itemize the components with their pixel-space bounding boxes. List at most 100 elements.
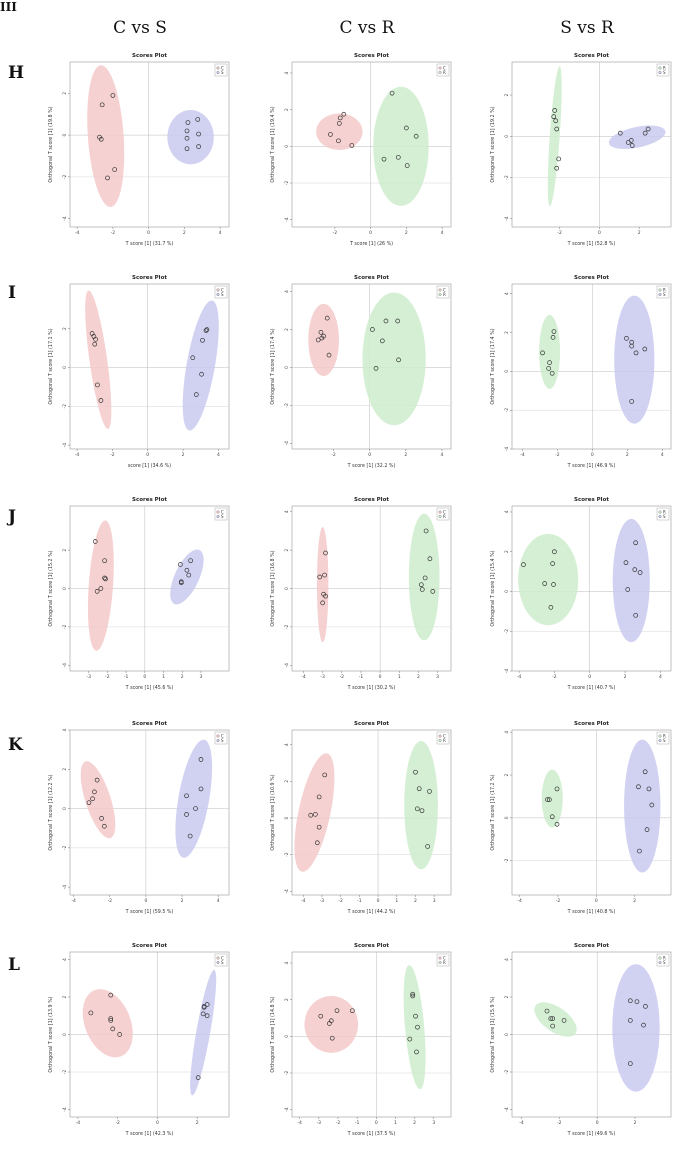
y-tick-label: 2 [504, 93, 510, 96]
legend-label-s: S [663, 70, 666, 75]
score-point-s [204, 1013, 210, 1019]
y-axis-label: Orthogonal T score [1] (17.4 %) [270, 328, 276, 404]
x-tick-label: -3 [320, 674, 325, 680]
score-point-r [410, 993, 416, 999]
scores-plot-i1: Scores Plot -4 -2 0 2 4 -4 -2 0 2 score [1] (34.6 … [48, 275, 230, 469]
score-point-s [187, 833, 193, 839]
score-point-s [646, 786, 652, 792]
score-point-c [318, 330, 324, 335]
x-tick-label: 0 [598, 230, 601, 236]
y-tick-label: 0 [62, 366, 68, 369]
y-axis-label: Orthogonal T score [1] (15.2 %) [48, 550, 54, 626]
y-axis-label: Orthogonal T score [1] (14.8 %) [270, 996, 276, 1072]
y-tick-label: 2 [284, 549, 290, 552]
score-point-c [92, 789, 97, 795]
confidence-ellipse-c [316, 113, 363, 150]
score-point-r [373, 366, 379, 371]
scores-plot-h2: Scores Plot -2 0 2 4 -4 -2 0 2 4 T score [1] (26 %… [270, 53, 452, 247]
legend-swatch-c [216, 734, 220, 738]
confidence-ellipse-r [373, 86, 429, 206]
score-point-c [334, 1008, 340, 1014]
score-point-r [419, 808, 425, 814]
y-tick-label: 4 [504, 958, 510, 961]
y-tick-label: 0 [504, 135, 510, 138]
score-point-s [184, 128, 190, 134]
confidence-ellipse-s [612, 518, 650, 643]
x-tick-label: 4 [661, 452, 664, 458]
x-tick-label: 4 [217, 452, 220, 458]
x-axis-label: T score [1] (52.8 %) [567, 241, 616, 247]
legend-label-c: C [443, 733, 446, 738]
legend-swatch-c [438, 288, 442, 292]
x-tick-label: 2 [404, 452, 407, 458]
confidence-ellipse-s [167, 110, 214, 165]
legend-swatch-c [438, 734, 442, 738]
y-tick-label: 2 [284, 328, 290, 331]
legend-label-c: C [443, 509, 446, 514]
x-tick-label: -1 [359, 674, 364, 680]
confidence-ellipse-r [408, 513, 440, 641]
confidence-ellipse-s [614, 295, 655, 424]
y-tick-label: 0 [504, 370, 510, 373]
x-axis-label: T score [1] (42.3 %) [125, 1131, 174, 1137]
score-point-r [545, 797, 550, 802]
score-point-r [418, 582, 424, 588]
score-point-s [204, 327, 210, 332]
scores-plot-l2: Scores Plot -4 -3 -2 -1 0 1 2 3 -4 -2 0 2 4 T score [1… [270, 943, 452, 1137]
legend-swatch-c [438, 956, 442, 960]
confidence-ellipse-r [539, 315, 561, 389]
score-point-r [552, 108, 558, 113]
y-tick-label: 2 [504, 550, 510, 553]
score-point-r [396, 357, 401, 363]
plot-title: Scores Plot [574, 275, 609, 281]
x-tick-label: 1 [162, 674, 165, 680]
score-point-c [320, 600, 326, 606]
score-point-c [349, 143, 355, 148]
y-axis-label: Orthogonal T score [1] (17.2 %) [490, 774, 496, 850]
x-axis-label: T score [1] (37.5 %) [347, 1131, 396, 1137]
score-point-s [193, 392, 199, 397]
score-point-s [636, 784, 641, 790]
confidence-ellipse-s [612, 964, 660, 1092]
y-tick-label: -4 [284, 663, 290, 668]
score-point-r [430, 589, 436, 594]
x-tick-label: 0 [595, 898, 598, 904]
score-point-r [410, 991, 416, 997]
y-tick-label: 0 [284, 145, 290, 148]
y-tick-label: -4 [62, 1107, 68, 1112]
x-tick-label: 0 [379, 674, 382, 680]
x-tick-label: -2 [552, 674, 557, 680]
score-point-c [110, 1026, 116, 1032]
score-point-r [419, 587, 425, 592]
legend-swatch-r [438, 293, 442, 296]
score-point-s [203, 328, 209, 333]
score-point-r [550, 1016, 556, 1021]
legend-swatch-c [216, 288, 220, 292]
y-tick-label: -4 [284, 217, 290, 222]
score-point-s [184, 812, 189, 817]
score-point-r [540, 350, 545, 356]
score-point-r [554, 786, 560, 792]
score-point-c [98, 586, 104, 591]
y-tick-label: 2 [284, 998, 290, 1001]
confidence-ellipse-s [190, 969, 217, 1096]
x-tick-label: 0 [143, 674, 146, 680]
x-tick-label: 3 [433, 898, 436, 904]
y-tick-label: -2 [62, 624, 68, 629]
score-point-r [395, 318, 401, 324]
y-tick-label: 4 [504, 292, 510, 295]
legend-swatch-r [658, 66, 662, 70]
row-label-i: I [8, 283, 16, 303]
x-axis-label: T score [1] (40.7 %) [567, 685, 616, 691]
y-tick-label: 2 [284, 108, 290, 111]
score-point-s [623, 560, 629, 566]
y-axis-label: Orthogonal T score [1] (17.1 %) [48, 328, 54, 404]
x-tick-label: 1 [394, 1120, 397, 1126]
score-point-r [551, 329, 557, 334]
y-axis-label: Orthogonal T score [1] (13.9 %) [48, 996, 54, 1072]
x-tick-label: 3 [200, 674, 203, 680]
legend-label-s: S [221, 292, 224, 297]
score-point-c [102, 575, 107, 581]
score-point-c [329, 1035, 335, 1041]
score-point-c [110, 93, 116, 98]
